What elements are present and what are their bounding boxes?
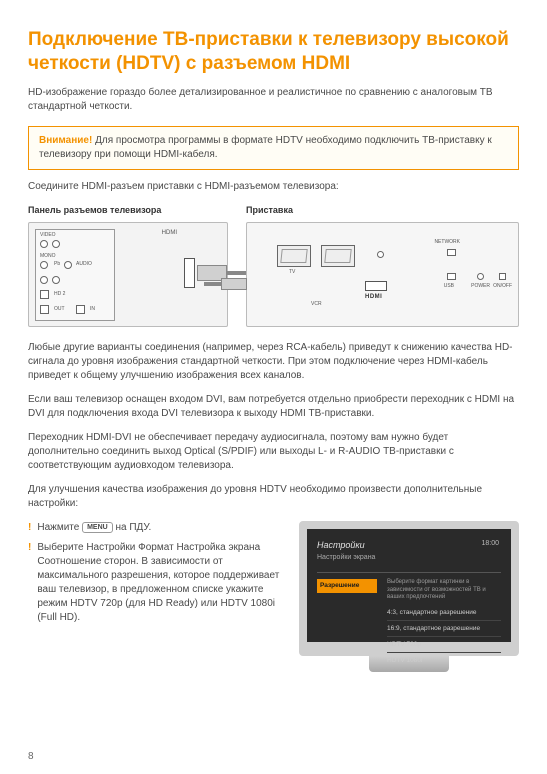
screen-option: 16:9, стандартное разрешение — [387, 623, 501, 634]
screen-hint: Выберите формат картинки в зависимости о… — [387, 579, 501, 601]
warning-callout: Внимание! Для просмотра программы в форм… — [28, 126, 519, 170]
screen-title: Настройки — [317, 539, 501, 552]
screen-option: HDTV 1080i — [387, 655, 501, 666]
intro-text: HD-изображение гораздо более детализиров… — [28, 86, 519, 114]
port-label: TV — [289, 269, 295, 276]
port-label: VIDEO — [40, 232, 56, 239]
bullet-icon: ! — [28, 541, 31, 555]
port-label: ON/OFF — [493, 283, 512, 290]
port-icon — [377, 251, 384, 258]
remote-key-menu: MENU — [82, 522, 113, 533]
screen-subtitle: Настройки экрана — [317, 553, 501, 563]
page-number: 8 — [28, 750, 34, 764]
network-port-icon — [447, 249, 456, 256]
stb-panel-illustration: TV VCR HDMI NETWORK USB POWER ON/OFF — [246, 222, 519, 327]
step-text: Выберите Настройки Формат Настройка экра… — [37, 541, 285, 625]
rca-jack-icon — [52, 240, 60, 248]
connect-instruction: Соедините HDMI-разъем приставки с HDMI-р… — [28, 180, 519, 194]
port-label: Pb — [54, 261, 60, 268]
tv-mockup: 18:00 Настройки Настройки экрана Разреше… — [299, 521, 519, 672]
tv-panel-label: Панель разъемов телевизора — [28, 204, 228, 217]
step-text: Нажмите — [37, 522, 82, 533]
hdmi-port-icon — [365, 281, 387, 291]
page-title: Подключение ТВ-приставки к телевизору вы… — [28, 28, 519, 76]
hdmi-plug-icon — [221, 278, 247, 290]
scart-port-icon — [321, 245, 355, 267]
warning-text: Для просмотра программы в формате HDTV н… — [39, 135, 492, 160]
port-label: IN — [90, 306, 95, 313]
port-label: HDMI — [162, 229, 177, 237]
tv-panel-illustration: VIDEO MONO Pb AUDIO HD 2 OUT IN HDMI — [28, 222, 228, 327]
warning-label: Внимание! — [39, 135, 92, 146]
port-label: NETWORK — [434, 239, 460, 246]
step-item: ! Нажмите MENU на ПДУ. — [28, 521, 285, 535]
scart-port-icon — [277, 245, 311, 267]
power-port-icon — [477, 273, 484, 280]
usb-port-icon — [447, 273, 456, 280]
port-label: USB — [444, 283, 454, 290]
screen-menu-item: Разрешение — [317, 579, 377, 592]
connection-diagram: Панель разъемов телевизора VIDEO MONO Pb… — [28, 204, 519, 328]
port-label: OUT — [54, 306, 65, 313]
step-item: ! Выберите Настройки Формат Настройка эк… — [28, 541, 285, 625]
paragraph: Любые другие варианты соединения (наприм… — [28, 341, 519, 383]
paragraph: Если ваш телевизор оснащен входом DVI, в… — [28, 393, 519, 421]
step-text: на ПДУ. — [116, 522, 152, 533]
hdmi-label: HDMI — [365, 293, 382, 301]
port-label: HD 2 — [54, 291, 65, 298]
port-label: POWER — [471, 283, 490, 290]
screen-option: 4:3, стандартное разрешение — [387, 607, 501, 618]
paragraph: Для улучшения качества изображения до ур… — [28, 483, 519, 511]
screen-option: HDTV 720p — [387, 639, 501, 650]
stb-panel-label: Приставка — [246, 204, 519, 217]
hdmi-port-icon — [184, 258, 195, 288]
port-label: VCR — [311, 301, 322, 308]
port-label: AUDIO — [76, 261, 92, 268]
bullet-icon: ! — [28, 521, 31, 535]
port-label: MONO — [40, 253, 56, 260]
paragraph: Переходник HDMI-DVI не обеспечивает пере… — [28, 431, 519, 473]
screen-clock: 18:00 — [481, 539, 499, 549]
switch-icon — [499, 273, 506, 280]
